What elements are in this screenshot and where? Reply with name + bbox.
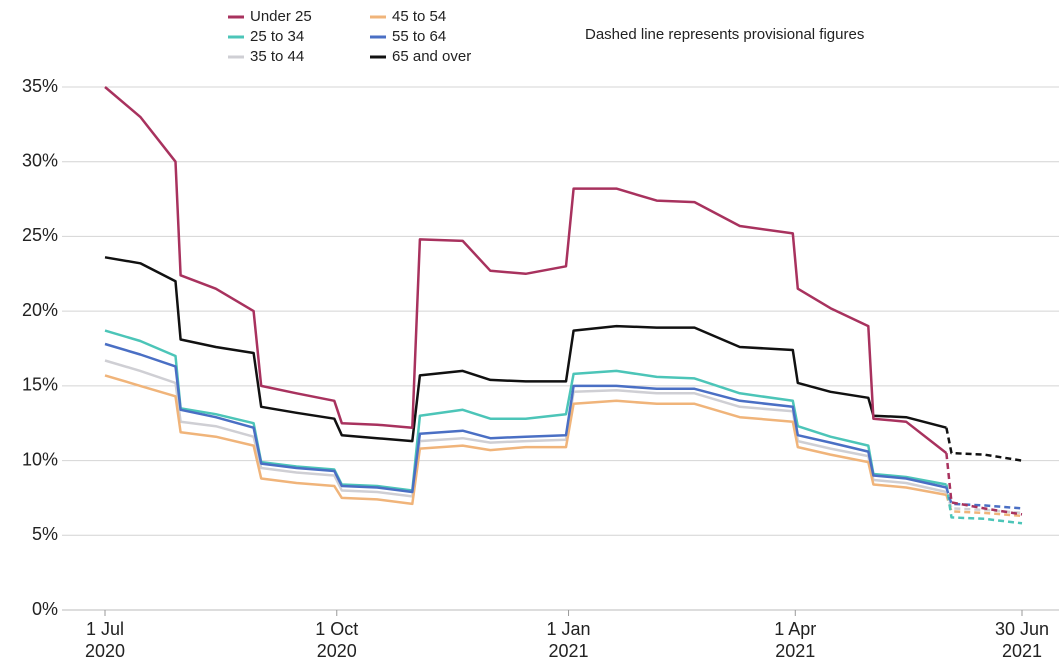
x-tick-label: 2021 <box>775 641 815 661</box>
legend-label: 55 to 64 <box>392 28 446 45</box>
y-tick-label: 15% <box>22 375 58 395</box>
provisional-line <box>945 494 1023 518</box>
x-tick-label: 2020 <box>85 641 125 661</box>
y-tick-label: 25% <box>22 225 58 245</box>
series-line <box>104 86 948 455</box>
provisional-line <box>945 484 1023 525</box>
y-tick-label: 0% <box>32 599 58 619</box>
x-tick-label: 1 Oct <box>315 619 358 639</box>
x-tick-label: 2021 <box>549 641 589 661</box>
x-tick-label: 1 Apr <box>774 619 816 639</box>
annotation: Dashed line represents provisional figur… <box>585 26 864 43</box>
x-tick-label: 1 Jul <box>86 619 124 639</box>
series-line <box>104 256 947 443</box>
legend-label: 25 to 34 <box>250 28 304 45</box>
provisional-line <box>945 427 1023 462</box>
y-tick-label: 30% <box>22 150 58 170</box>
legend-label: 35 to 44 <box>250 48 304 65</box>
provisional-line <box>945 491 1023 515</box>
x-tick-label: 1 Jan <box>547 619 591 639</box>
provisional-line <box>945 487 1023 510</box>
series-line <box>104 374 947 506</box>
y-tick-label: 5% <box>32 524 58 544</box>
legend-label: 45 to 54 <box>392 8 446 25</box>
series-line <box>104 329 947 492</box>
x-tick-label: 30 Jun <box>995 619 1049 639</box>
series-line <box>104 342 947 494</box>
x-tick-label: 2020 <box>317 641 357 661</box>
y-tick-label: 20% <box>22 300 58 320</box>
x-tick-label: 2021 <box>1002 641 1042 661</box>
legend-label: 65 and over <box>392 48 471 65</box>
y-tick-label: 35% <box>22 76 58 96</box>
provisional-line <box>945 452 1023 516</box>
legend-label: Under 25 <box>250 8 312 25</box>
series-line <box>104 359 947 498</box>
y-tick-label: 10% <box>22 449 58 469</box>
